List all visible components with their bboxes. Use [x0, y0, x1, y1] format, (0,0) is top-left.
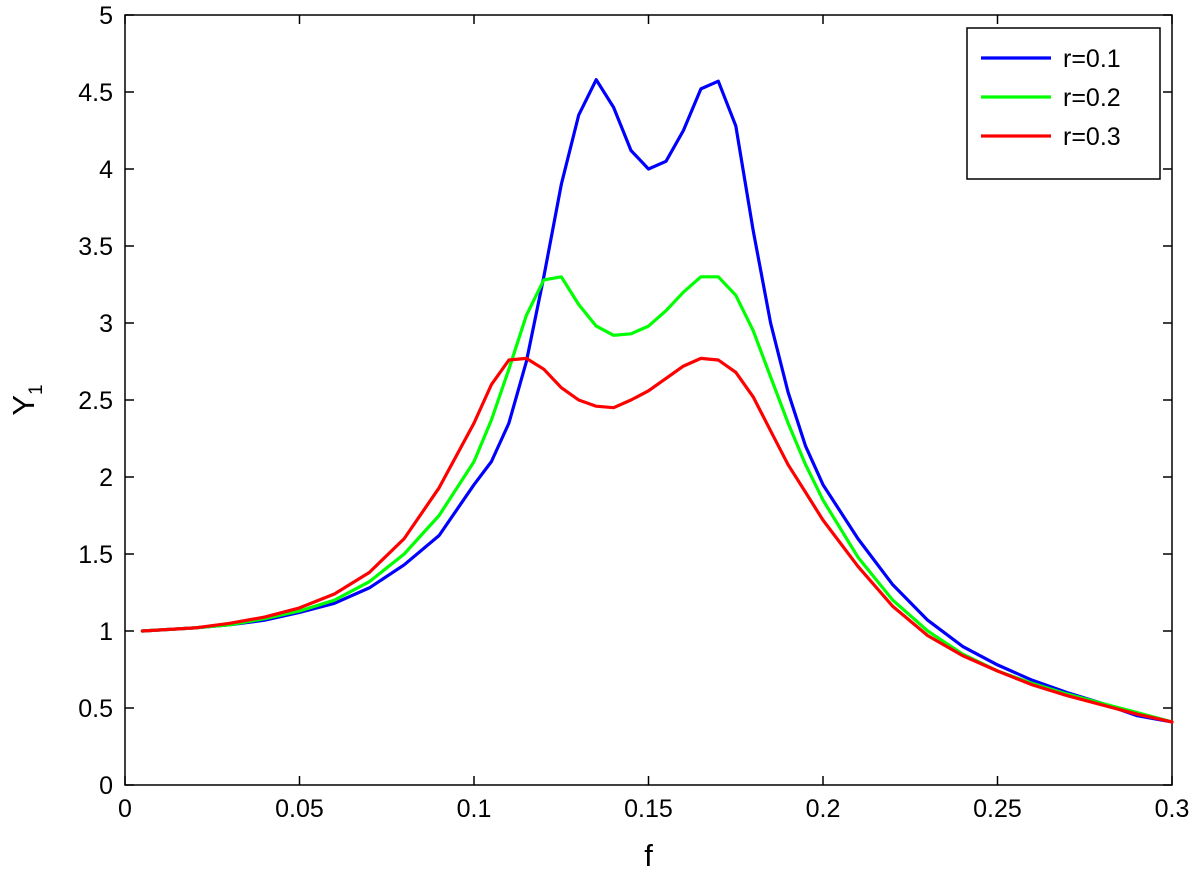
x-axis-ticks: 0 0.05 0.1 0.15 0.2 0.25 0.3 — [118, 15, 1189, 823]
y-tick-label: 0 — [99, 772, 113, 800]
series-line-r=0.3 — [140, 356, 1174, 724]
series-line-r=0.2 — [140, 275, 1174, 724]
y-tick-label: 4 — [99, 156, 113, 184]
x-tick-label: 0.15 — [624, 795, 673, 823]
x-tick-label: 0.2 — [806, 795, 841, 823]
series-line-r=0.1 — [140, 78, 1174, 724]
x-tick-label: 0.3 — [1155, 795, 1190, 823]
x-tick-label: 0.25 — [973, 795, 1022, 823]
x-tick-label: 0 — [118, 795, 132, 823]
y-axis-ticks: 0 0.5 1 1.5 2 2.5 3 3.5 4 4.5 5 — [78, 2, 1172, 800]
y-tick-label: 4.5 — [78, 79, 113, 107]
legend-label: r=0.3 — [1063, 123, 1121, 151]
y-axis-title-subscript: 1 — [26, 384, 47, 395]
y-tick-label: 3 — [99, 310, 113, 338]
x-axis-title: f — [644, 838, 653, 873]
y-tick-label: 1.5 — [78, 541, 113, 569]
y-tick-label: 2.5 — [78, 387, 113, 415]
x-tick-label: 0.05 — [275, 795, 324, 823]
legend: r=0.1 r=0.2 r=0.3 — [966, 27, 1161, 180]
y-tick-label: 5 — [99, 2, 113, 30]
x-tick-label: 0.1 — [457, 795, 492, 823]
y-tick-label: 1 — [99, 618, 113, 646]
y-tick-label: 0.5 — [78, 695, 113, 723]
series-lines — [140, 78, 1174, 724]
legend-box — [966, 27, 1161, 180]
y-tick-label: 2 — [99, 464, 113, 492]
legend-label: r=0.1 — [1063, 45, 1121, 73]
y-axis-title: Y1 — [6, 384, 47, 415]
legend-label: r=0.2 — [1063, 84, 1121, 112]
y-axis-title-main: Y — [6, 395, 41, 416]
y-tick-label: 3.5 — [78, 233, 113, 261]
